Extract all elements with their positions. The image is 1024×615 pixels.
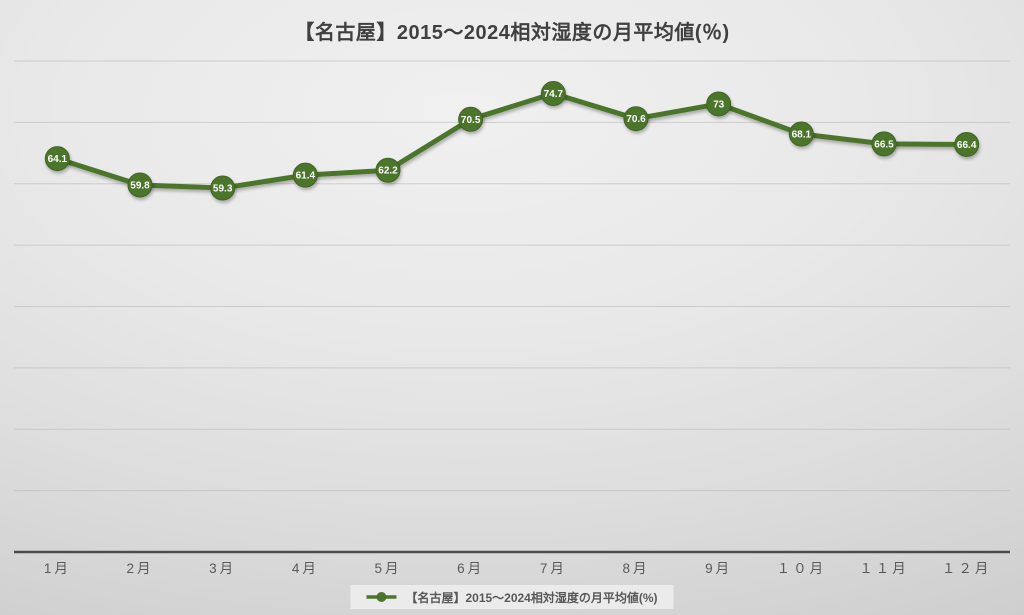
- x-axis-tick-label: 4月: [292, 561, 319, 576]
- data-point-marker: [954, 131, 980, 157]
- x-axis-tick-label: 8月: [622, 561, 649, 576]
- legend: 【名古屋】2015～2024相対湿度の月平均値(%): [350, 585, 674, 609]
- data-point-marker: [127, 172, 153, 198]
- data-point-marker: [458, 106, 484, 132]
- x-axis-tick-label: 3月: [209, 561, 236, 576]
- x-axis-tick-label: 9月: [705, 561, 732, 576]
- x-axis-tick-label: １２月: [942, 561, 992, 576]
- x-axis-tick-label: 1月: [44, 561, 71, 576]
- data-point-label: 59.8: [130, 180, 150, 191]
- data-point-label: 74.7: [544, 89, 564, 100]
- data-point-label: 70.5: [461, 115, 481, 126]
- data-point-label: 61.4: [296, 171, 316, 182]
- x-axis-tick-label: 6月: [457, 561, 484, 576]
- data-point-marker: [540, 81, 566, 107]
- series-line: [54, 91, 970, 191]
- data-point-marker: [623, 106, 649, 132]
- data-point-label: 66.5: [874, 139, 894, 150]
- data-point-marker: [871, 131, 897, 157]
- data-point-label: 70.6: [626, 114, 646, 125]
- legend-series-marker-icon: [366, 592, 397, 602]
- x-axis-tick-label: １１月: [859, 561, 909, 576]
- data-point-marker: [375, 157, 401, 183]
- legend-series-label: 【名古屋】2015～2024相対湿度の月平均値(%): [405, 590, 658, 605]
- data-point-label: 68.1: [792, 130, 812, 141]
- data-point-marker: [44, 146, 70, 172]
- data-point-marker: [210, 175, 236, 201]
- data-point-label: 64.1: [48, 154, 68, 165]
- x-axis-tick-label: 2月: [126, 561, 153, 576]
- data-point-marker: [292, 162, 318, 188]
- x-axis-tick-label: 5月: [374, 561, 401, 576]
- chart-title: 【名古屋】2015～2024相対湿度の月平均値(％): [294, 22, 730, 44]
- data-point-marker: [706, 91, 732, 117]
- x-axis-tick-label: １０月: [777, 561, 827, 576]
- data-point-label: 62.2: [378, 166, 398, 177]
- data-point-label: 73: [713, 99, 725, 110]
- x-axis-tick-label: 7月: [540, 561, 567, 576]
- data-point-label: 59.3: [213, 184, 233, 195]
- data-point-label: 66.4: [957, 140, 977, 151]
- data-point-marker: [788, 121, 814, 147]
